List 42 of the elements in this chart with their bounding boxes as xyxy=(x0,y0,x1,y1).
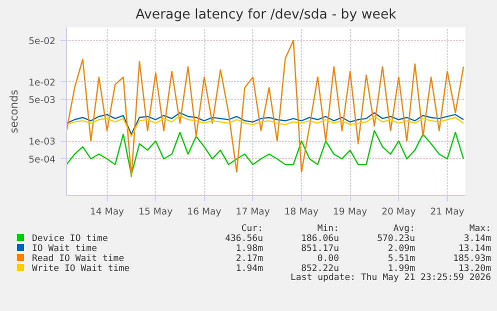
x-tick-label: 17 May xyxy=(236,206,270,218)
text: 1.94m xyxy=(234,264,263,274)
text: 570.23u xyxy=(376,234,415,244)
x-tick-label: 18 May xyxy=(284,206,319,218)
text: 186.06u xyxy=(300,234,339,244)
text: 5.51m xyxy=(386,254,415,264)
text: 1.98m xyxy=(234,244,263,254)
text: 13.14m xyxy=(457,244,491,254)
y-axis-title: seconds xyxy=(8,89,21,134)
x-tick-label: 15 May xyxy=(138,206,174,218)
y-tick-label: 1e-02 xyxy=(28,77,56,88)
x-tick-label: 21 May xyxy=(430,206,465,218)
x-tick-label: 20 May xyxy=(382,206,416,218)
x-tick-label: 19 May xyxy=(332,206,368,218)
line-series xyxy=(66,40,464,178)
x-tick-label: 14 May xyxy=(90,206,125,218)
text: Min: xyxy=(316,224,339,234)
text: 13.20m xyxy=(458,264,491,274)
text: 1.99m xyxy=(386,264,415,274)
text: 2.09m xyxy=(386,244,415,254)
y-tick-label: 5e-04 xyxy=(28,154,56,166)
text: Max: xyxy=(468,224,491,234)
y-tick-label: 5e-02 xyxy=(28,36,56,48)
text: 436.56u xyxy=(224,234,263,244)
legend-label: Device IO time xyxy=(31,234,109,244)
text: 852.22u xyxy=(300,264,339,274)
y-tick-label: 1e-03 xyxy=(28,136,56,148)
text: 185.93m xyxy=(452,254,491,264)
legend-label: Write IO Wait time xyxy=(31,264,131,274)
line-series xyxy=(66,130,464,176)
text: Avg: xyxy=(392,224,415,234)
x-tick-label: 16 May xyxy=(187,206,222,218)
text: 0.00 xyxy=(316,254,339,264)
y-tick-label: 5e-03 xyxy=(28,95,56,106)
text: Cur: xyxy=(240,224,263,234)
legend-label: Read IO Wait time xyxy=(31,254,126,264)
legend-label: IO Wait time xyxy=(31,244,98,254)
chart-title: Average latency for /dev/sda - by week xyxy=(136,8,397,22)
text: 851.17u xyxy=(300,244,339,254)
text: Last update: Thu May 21 23:25:59 2026 xyxy=(290,273,491,283)
text: 2.17m xyxy=(234,254,263,264)
text: 3.14m xyxy=(462,234,491,244)
